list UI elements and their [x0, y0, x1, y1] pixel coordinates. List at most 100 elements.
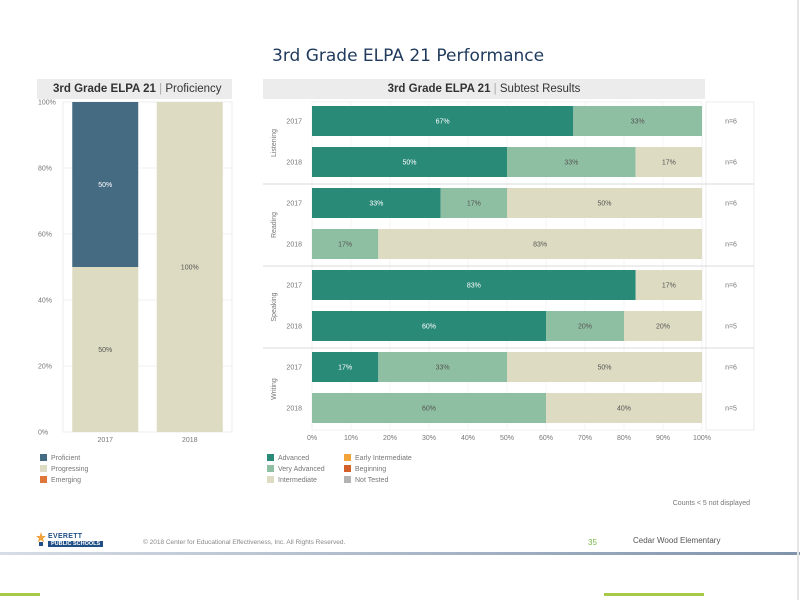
- segment-label: 50%: [597, 365, 611, 372]
- legend-label: Not Tested: [355, 477, 388, 484]
- group-label: Reading: [271, 212, 278, 238]
- y-tick-label: 80%: [38, 166, 52, 173]
- y-tick-label: 0%: [38, 430, 48, 437]
- legend-swatch-progressing: [40, 465, 47, 472]
- legend-swatch-advanced: [267, 454, 274, 461]
- page-edge: [797, 0, 799, 600]
- segment-label: 50%: [597, 201, 611, 208]
- group-label: Writing: [271, 378, 278, 400]
- segment-writing-2017-very_advanced: [378, 352, 507, 382]
- segment-label: 50%: [402, 160, 416, 167]
- proficiency-panel-subtitle: Proficiency: [165, 83, 222, 95]
- row-year-label: 2017: [286, 283, 302, 290]
- legend-swatch-intermediate: [267, 476, 274, 483]
- segment-listening-2018-intermediate: [635, 147, 702, 177]
- legend-swatch-not-tested: [344, 476, 351, 483]
- legend-label: Emerging: [51, 477, 81, 484]
- segment-writing-2017-advanced: [312, 352, 379, 382]
- x-tick-label: 20%: [383, 435, 397, 442]
- n-count-label: n=6: [725, 160, 737, 167]
- segment-speaking-2018-very_advanced: [546, 311, 624, 341]
- footer-accent-left: [0, 593, 40, 596]
- x-tick-label: 90%: [656, 435, 670, 442]
- bar-progressing-2017: [72, 267, 139, 432]
- segment-speaking-2018-advanced: [312, 311, 546, 341]
- legend-label: Early Intermediate: [355, 455, 412, 462]
- bar-label: 100%: [181, 265, 199, 272]
- n-count-label: n=6: [725, 119, 737, 126]
- segment-speaking-2017-advanced: [312, 270, 636, 300]
- segment-writing-2017-intermediate: [507, 352, 702, 382]
- segment-label: 17%: [467, 201, 481, 208]
- logo-text: EVERETT: [48, 533, 83, 540]
- segment-label: 60%: [422, 406, 436, 413]
- legend-label: Advanced: [278, 455, 309, 462]
- segment-speaking-2017-intermediate: [635, 270, 702, 300]
- x-tick-label: 50%: [500, 435, 514, 442]
- segment-reading-2017-very_advanced: [440, 188, 507, 218]
- page-number: 35: [588, 538, 597, 547]
- segment-speaking-2018-intermediate: [624, 311, 702, 341]
- segment-label: 20%: [578, 324, 592, 331]
- segment-label: 67%: [436, 119, 450, 126]
- proficiency-panel-title: 3rd Grade ELPA 21: [53, 83, 156, 95]
- legend-label: Very Advanced: [278, 466, 325, 473]
- legend-swatch-proficient: [40, 454, 47, 461]
- segment-label: 17%: [338, 365, 352, 372]
- y-tick-label: 100%: [38, 100, 56, 107]
- group-label: Speaking: [271, 292, 278, 321]
- legend-swatch-very-advanced: [267, 465, 274, 472]
- segment-reading-2018-intermediate: [378, 229, 702, 259]
- legend-swatch-beginning: [344, 465, 351, 472]
- y-tick-label: 20%: [38, 364, 52, 371]
- row-year-label: 2018: [286, 242, 302, 249]
- footnote: Counts < 5 not displayed: [672, 500, 750, 507]
- row-year-label: 2017: [286, 119, 302, 126]
- header-separator: |: [159, 83, 163, 95]
- segment-writing-2018-very_advanced: [312, 393, 546, 423]
- x-tick-label: 30%: [422, 435, 436, 442]
- segment-label: 60%: [422, 324, 436, 331]
- row-year-label: 2017: [286, 201, 302, 208]
- segment-label: 33%: [564, 160, 578, 167]
- page-title: 3rd Grade ELPA 21 Performance: [272, 46, 545, 66]
- segment-reading-2017-intermediate: [507, 188, 702, 218]
- row-year-label: 2018: [286, 324, 302, 331]
- header-separator: |: [493, 83, 497, 95]
- segment-label: 33%: [631, 119, 645, 126]
- segment-listening-2018-very_advanced: [507, 147, 636, 177]
- segment-reading-2017-advanced: [312, 188, 441, 218]
- segment-label: 83%: [533, 242, 547, 249]
- segment-label: 17%: [662, 283, 676, 290]
- bar-label: 50%: [98, 347, 112, 354]
- legend-label: Intermediate: [278, 477, 317, 484]
- x-tick-label: 80%: [617, 435, 631, 442]
- subtest-panel-title: 3rd Grade ELPA 21: [387, 83, 491, 95]
- subtest-panel-subtitle: Subtest Results: [499, 83, 581, 95]
- legend-label: Proficient: [51, 455, 80, 462]
- y-tick-label: 60%: [38, 232, 52, 239]
- segment-label: 33%: [369, 201, 383, 208]
- logo-subtext: PUBLIC SCHOOLS: [48, 541, 104, 547]
- row-year-label: 2017: [286, 365, 302, 372]
- x-tick-label: 40%: [461, 435, 475, 442]
- segment-reading-2018-very_advanced: [312, 229, 379, 259]
- star-icon: [36, 532, 46, 546]
- segment-listening-2017-very_advanced: [573, 106, 702, 136]
- x-tick-label: 60%: [539, 435, 553, 442]
- bar-progressing-2018: [156, 102, 223, 432]
- x-tick-label: 2017: [97, 437, 113, 444]
- n-count-label: n=6: [725, 365, 737, 372]
- bar-label: 50%: [98, 182, 112, 189]
- segment-writing-2018-intermediate: [546, 393, 702, 423]
- legend-swatch-early-intermediate: [344, 454, 351, 461]
- n-count-label: n=5: [725, 406, 737, 413]
- bar-proficient-2017: [72, 102, 139, 267]
- proficiency-panel-header: 3rd Grade ELPA 21 | Proficiency: [37, 79, 232, 99]
- segment-label: 17%: [338, 242, 352, 249]
- footer-accent-right: [604, 593, 704, 596]
- row-year-label: 2018: [286, 160, 302, 167]
- n-count-label: n=6: [725, 283, 737, 290]
- x-tick-label: 100%: [693, 435, 711, 442]
